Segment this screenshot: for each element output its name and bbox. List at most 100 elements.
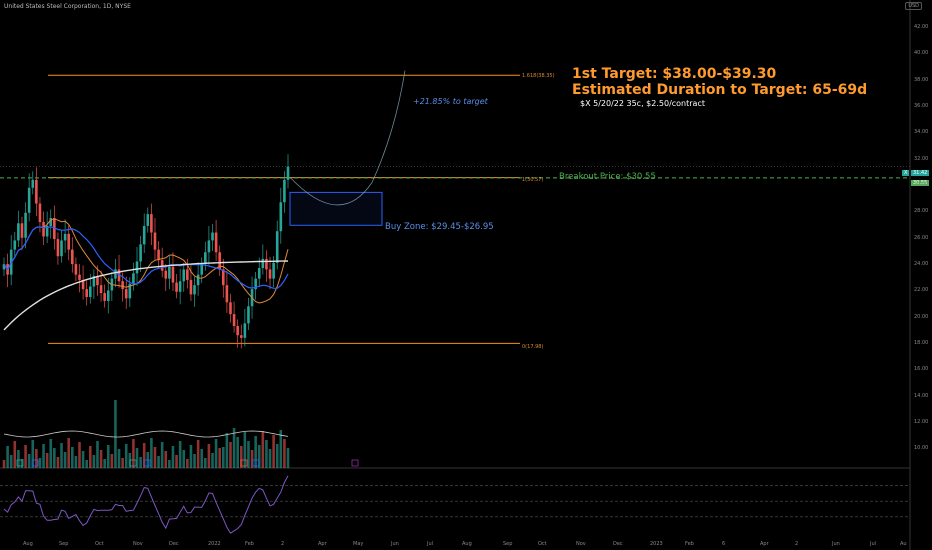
- candle-body: [164, 270, 168, 279]
- volume-bar: [178, 441, 182, 468]
- x-tick-label: 2022: [208, 541, 221, 547]
- symbol-flag: X: [902, 170, 910, 176]
- buy-zone-box: [289, 191, 383, 226]
- candle-body: [142, 225, 146, 245]
- currency-label[interactable]: USD: [905, 2, 922, 10]
- y-tick-label: 32.00: [914, 155, 929, 162]
- candle-body: [160, 260, 164, 271]
- ma-line-blue: [3, 226, 289, 289]
- candle-body: [99, 285, 103, 294]
- option-annotation: $X 5/20/22 35c, $2.50/contract: [580, 99, 705, 108]
- y-tick-label: 24.00: [914, 261, 929, 268]
- candle-body: [17, 223, 20, 241]
- volume-bar: [13, 441, 17, 468]
- candle-body: [53, 218, 56, 240]
- volume-bar: [175, 455, 178, 468]
- candle-body: [221, 269, 225, 286]
- event-marker: [143, 459, 151, 467]
- x-tick-label: Sep: [59, 541, 69, 547]
- candle-body: [45, 225, 49, 237]
- duration-annotation: Estimated Duration to Target: 65-69d: [572, 82, 868, 98]
- projection-curve: [289, 70, 406, 206]
- candle-body: [200, 264, 204, 275]
- volume-bar: [265, 440, 268, 468]
- volume-bar: [9, 455, 13, 468]
- candle-body: [286, 166, 290, 180]
- candle-body: [38, 203, 42, 222]
- volume-bar: [114, 400, 117, 468]
- volume-bar: [99, 450, 103, 468]
- candle-body: [85, 289, 88, 298]
- y-tick-label: 22.00: [914, 287, 929, 294]
- volume-bar: [164, 451, 168, 468]
- x-tick-label: 2023: [650, 541, 663, 547]
- volume-bar: [243, 432, 247, 468]
- volume-bar: [78, 442, 81, 468]
- candle-body: [74, 264, 78, 275]
- volume-bar: [268, 449, 272, 468]
- candle-body: [265, 258, 268, 270]
- candle-body: [272, 262, 275, 279]
- percent-target-annotation: +21.85% to target: [413, 97, 488, 106]
- volume-bar: [74, 456, 78, 468]
- candle-body: [114, 269, 117, 279]
- x-tick-label: Nov: [133, 541, 143, 547]
- candle-body: [150, 214, 153, 233]
- candle-body: [63, 233, 67, 241]
- volume-bar: [204, 458, 207, 468]
- x-tick-label: May: [353, 541, 364, 547]
- y-tick-label: 38.00: [914, 76, 929, 83]
- candle-body: [207, 240, 211, 253]
- volume-bar: [20, 459, 24, 468]
- volume-bar: [92, 455, 96, 468]
- y-tick-label: 14.00: [914, 392, 929, 399]
- volume-bar: [257, 445, 261, 468]
- candle-body: [254, 278, 257, 290]
- volume-bar: [225, 433, 229, 468]
- candle-body: [96, 275, 99, 286]
- x-tick-label: Au: [900, 541, 907, 547]
- candle-body: [232, 314, 236, 326]
- candle-body: [13, 240, 17, 250]
- candle-body: [157, 249, 160, 261]
- y-tick-label: 40.00: [914, 50, 929, 57]
- volume-bar: [272, 435, 275, 468]
- rsi-line: [3, 475, 289, 534]
- volume-bar: [67, 438, 71, 468]
- y-tick-label: 30.00: [914, 182, 929, 189]
- candle-body: [193, 285, 196, 295]
- candle-body: [60, 240, 63, 257]
- x-tick-label: Aug: [23, 541, 33, 547]
- y-tick-label: 42.00: [914, 24, 929, 31]
- volume-bar: [96, 441, 99, 468]
- candle-body: [27, 187, 31, 213]
- x-tick-label: Jul: [870, 541, 877, 547]
- candle-body: [175, 282, 178, 292]
- volume-bar: [88, 446, 92, 468]
- volume-bar: [85, 460, 88, 468]
- volume-bar: [211, 453, 214, 468]
- candle-body: [42, 221, 45, 237]
- candle-body: [24, 212, 27, 238]
- candle-body: [239, 335, 243, 338]
- y-tick-label: 10.00: [914, 445, 929, 452]
- y-tick-label: 20.00: [914, 313, 929, 320]
- x-tick-label: Nov: [576, 541, 586, 547]
- volume-bar: [193, 454, 196, 468]
- event-marker: [240, 459, 248, 467]
- candle-body: [103, 293, 106, 301]
- candle-body: [124, 289, 128, 299]
- volume-bar: [6, 446, 9, 468]
- candle-body: [106, 290, 110, 301]
- x-tick-label: Oct: [538, 541, 547, 547]
- candle-body: [49, 218, 53, 226]
- volume-bar: [186, 459, 189, 468]
- volume-bar: [121, 458, 124, 468]
- event-marker: [351, 459, 359, 467]
- fib-label-bottom: 0(17.98): [522, 344, 544, 350]
- volume-bar: [218, 448, 221, 468]
- volume-bar: [239, 446, 243, 468]
- volume-bar: [63, 452, 67, 468]
- x-tick-label: Feb: [685, 541, 694, 547]
